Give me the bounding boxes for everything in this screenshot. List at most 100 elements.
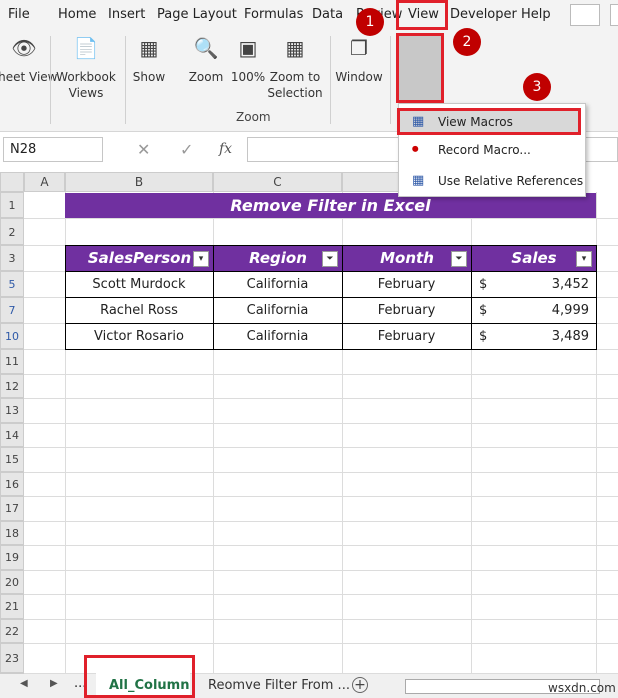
- cancel-icon[interactable]: ✕: [137, 140, 151, 159]
- menu-icon: ▦: [412, 114, 425, 129]
- corner-header: [0, 172, 24, 192]
- ribbon-button[interactable]: Window: [335, 70, 383, 84]
- ribbon-button[interactable]: Zoom to Selection: [267, 70, 323, 100]
- share-button[interactable]: [610, 4, 618, 26]
- row-header[interactable]: 23: [0, 643, 24, 673]
- row-header[interactable]: 12: [0, 373, 24, 398]
- grid-row-line: [24, 447, 618, 448]
- menu-tab[interactable]: Home: [58, 7, 97, 22]
- table-header: Month: [342, 245, 472, 272]
- row-header[interactable]: 17: [0, 496, 24, 521]
- grid-row-line: [24, 618, 618, 620]
- cell-text: $: [479, 303, 488, 318]
- ribbon-separator: [330, 36, 331, 124]
- row-header[interactable]: 19: [0, 545, 24, 570]
- comments-button[interactable]: [570, 4, 600, 26]
- grid-row-line: [24, 594, 618, 595]
- cell-text: 3,452: [551, 277, 589, 292]
- row-header[interactable]: 7: [0, 297, 24, 323]
- menu-tab[interactable]: View: [408, 7, 439, 22]
- menu-item[interactable]: Record Macro...: [438, 143, 531, 157]
- cell-text: $: [479, 277, 488, 292]
- ribbon-separator: [125, 36, 126, 124]
- filter-button[interactable]: ⏷: [322, 251, 338, 267]
- menu-icon: ▦: [412, 173, 425, 188]
- row-header[interactable]: 13: [0, 398, 24, 423]
- grid-row-line: [24, 398, 618, 399]
- menu-item[interactable]: View Macros: [438, 115, 513, 129]
- table-cell: [471, 323, 597, 350]
- grid-col-line: [471, 192, 472, 673]
- ribbon-button[interactable]: Show: [132, 70, 166, 84]
- menu-tab[interactable]: Page Layout: [157, 7, 237, 22]
- enter-icon[interactable]: ✓: [180, 140, 194, 159]
- menu-tab[interactable]: File: [8, 7, 30, 22]
- highlight-box: [396, 33, 444, 103]
- column-header[interactable]: A: [24, 172, 65, 192]
- macros-highlight: [398, 36, 442, 102]
- ribbon-button[interactable]: Zoom: [188, 70, 224, 84]
- sheet-tab[interactable]: Reomve Filter From ...: [208, 678, 350, 693]
- watermark: wsxdn.com: [548, 681, 616, 695]
- row-header[interactable]: 15: [0, 447, 24, 472]
- grid-row-line: [24, 673, 618, 674]
- row-header[interactable]: 1: [0, 192, 24, 218]
- grid-row-line: [24, 643, 618, 644]
- menu-tab[interactable]: Insert: [108, 7, 146, 22]
- row-header[interactable]: 20: [0, 569, 24, 594]
- step-badge: 2: [453, 28, 481, 56]
- filter-button[interactable]: ▾: [576, 251, 592, 267]
- filter-button[interactable]: ▾: [193, 251, 209, 267]
- cell-text: February: [377, 303, 436, 318]
- ribbon-separator: [390, 36, 391, 124]
- row-header[interactable]: 14: [0, 422, 24, 447]
- menu-tab[interactable]: Help: [521, 7, 551, 22]
- ribbon-button[interactable]: Sheet View: [0, 70, 58, 84]
- step-badge: 1: [356, 8, 384, 36]
- ribbon-button[interactable]: 100%: [230, 70, 266, 84]
- row-header[interactable]: 22: [0, 618, 24, 643]
- row-header[interactable]: 11: [0, 349, 24, 374]
- column-header[interactable]: C: [213, 172, 342, 192]
- menu-tab[interactable]: Developer: [450, 7, 517, 22]
- grid-row-line: [24, 422, 618, 424]
- cell-text: Scott Murdock: [92, 277, 186, 292]
- ribbon-separator: [50, 36, 51, 124]
- highlight-box: [396, 0, 448, 30]
- row-header[interactable]: 16: [0, 471, 24, 496]
- row-header[interactable]: 18: [0, 520, 24, 545]
- cell-text: February: [377, 277, 436, 292]
- name-box-text: N28: [10, 142, 37, 157]
- ribbon-icon: 🔍: [193, 36, 219, 60]
- row-header[interactable]: 5: [0, 271, 24, 297]
- step-badge: 3: [523, 73, 551, 101]
- grid-col-line: [65, 192, 66, 673]
- row-header[interactable]: 3: [0, 245, 24, 271]
- sheet-tab[interactable]: All_Column: [109, 678, 190, 693]
- ribbon-icon: ▦: [139, 36, 159, 60]
- menu-tab[interactable]: Formulas: [244, 7, 304, 22]
- filter-button[interactable]: ⏷: [451, 251, 467, 267]
- ribbon-button[interactable]: Workbook Views: [56, 70, 116, 100]
- more-tabs[interactable]: ...: [74, 676, 87, 691]
- add-sheet[interactable]: +: [352, 677, 368, 693]
- menu-item[interactable]: Use Relative References: [438, 174, 584, 188]
- grid-row-line: [24, 471, 618, 473]
- grid-row-line: [24, 569, 618, 571]
- row-header[interactable]: 2: [0, 218, 24, 245]
- tab-prev[interactable]: ◀: [20, 678, 28, 689]
- ribbon-icon: ▣: [238, 36, 258, 60]
- cell-text: Victor Rosario: [94, 329, 184, 344]
- h-scrollbar[interactable]: [405, 679, 600, 694]
- tab-next[interactable]: ▶: [50, 678, 58, 689]
- grid-row-line: [24, 520, 618, 522]
- cell-text: Rachel Ross: [100, 303, 178, 318]
- sheet-title: Remove Filter in Excel: [65, 193, 596, 218]
- grid-col-line: [596, 192, 597, 673]
- row-header[interactable]: 21: [0, 594, 24, 619]
- name-box[interactable]: [3, 137, 103, 162]
- column-header[interactable]: B: [65, 172, 213, 192]
- row-header[interactable]: 10: [0, 323, 24, 349]
- menu-tab[interactable]: Data: [312, 7, 344, 22]
